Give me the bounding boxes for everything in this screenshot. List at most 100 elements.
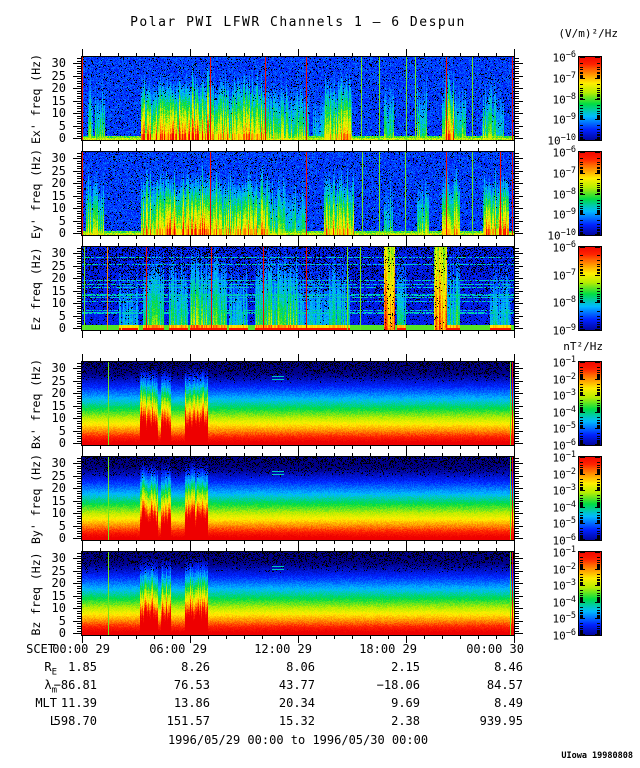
eph-value: 84.57 [486,678,523,692]
freq-tick-label: 20 [51,81,66,95]
eph-value: 1.85 [68,660,97,674]
cb-tick-label: 10−2 [552,561,577,577]
cb-tick-label: 10−9 [552,323,577,338]
cb-tick-label: 10−6 [552,145,577,160]
cb-tick-label: 10−1 [552,450,577,465]
cb-tick-label: 10−7 [552,267,577,283]
cb-tick-label: 10−5 [552,516,577,532]
freq-tick-label: 30 [51,361,66,375]
credit-label: UIowa 19980808 [561,751,633,761]
scet-tick-label: 00:00 29 [52,642,110,656]
eph-value: 15.32 [278,714,315,728]
cb-tick-label: 10−2 [552,466,577,482]
freq-tick-label: 30 [51,56,66,70]
cb-tick-label: 10−6 [552,240,577,255]
cb-tick-label: 10−5 [552,421,577,437]
freq-tick-label: 10 [51,106,66,120]
cb-tick-label: 10−9 [552,207,577,222]
eph-value: 20.34 [278,696,315,710]
cb-tick-label: 10−3 [552,578,577,593]
cb-tick-label: 10−5 [552,611,577,627]
cb-tick-label: 10−10 [547,133,576,148]
eph-value: 9.69 [391,696,420,710]
freq-tick-label: 10 [51,506,66,520]
eph-value: 8.49 [494,696,523,710]
freq-tick-label: 5 [58,613,66,628]
eph-value: 8.46 [494,660,523,674]
cb-tick-label: 10−10 [547,228,576,243]
freq-tick-label: 25 [51,373,66,388]
eph-row-label: MLT [35,696,57,710]
eph-value: 43.77 [278,678,315,692]
eph-value: 8.06 [286,660,315,674]
freq-tick-label: 5 [58,118,66,133]
scet-label: SCET [26,642,55,656]
freq-tick-label: 15 [51,93,66,108]
freq-tick-label: 10 [51,201,66,215]
freq-tick-label: 25 [51,468,66,483]
freq-tick-label: 30 [51,551,66,565]
eph-value: −18.06 [376,678,420,692]
eph-value: 8.26 [181,660,210,674]
freq-tick-label: 0 [58,626,66,640]
eph-value: 11.39 [60,696,97,710]
cb-tick-label: 10−1 [552,355,577,370]
cb-tick-label: 10−8 [552,91,577,107]
eph-row-label: λm [44,678,57,696]
cb-tick-label: 10−6 [552,50,577,65]
freq-tick-label: 20 [51,386,66,400]
freq-tick-label: 15 [51,493,66,508]
freq-tick-label: 5 [58,518,66,533]
freq-tick-label: 20 [51,176,66,190]
cb-tick-label: 10−9 [552,112,577,127]
eph-value: 151.57 [166,714,210,728]
freq-tick-label: 30 [51,151,66,165]
cb-tick-label: 10−8 [552,295,577,310]
cb-tick-label: 10−4 [552,594,577,610]
freq-tick-label: 15 [51,188,66,203]
freq-tick-label: 25 [51,68,66,83]
cb-tick-label: 10−6 [552,533,577,548]
freq-tick-label: 0 [58,321,66,335]
date-range-label: 1996/05/29 00:00 to 1996/05/30 00:00 [167,733,429,747]
cb-tick-label: 10−7 [552,70,577,86]
cb-tick-label: 10−7 [552,165,577,181]
freq-tick-label: 0 [58,531,66,545]
scet-tick-label: 18:00 29 [359,642,417,656]
scet-tick-label: 06:00 29 [149,642,207,656]
cb-tick-label: 10−3 [552,388,577,403]
eph-value: 2.15 [391,660,420,674]
cb-tick-label: 10−4 [552,404,577,420]
freq-tick-label: 0 [58,436,66,450]
freq-tick-label: 15 [51,283,66,298]
freq-tick-label: 5 [58,213,66,228]
freq-tick-label: 5 [58,423,66,438]
eph-value: 2.38 [391,714,420,728]
eph-value: 76.53 [173,678,210,692]
eph-value: 939.95 [479,714,523,728]
freq-tick-label: 0 [58,131,66,145]
freq-tick-label: 15 [51,398,66,413]
cb-tick-label: 10−4 [552,499,577,515]
freq-tick-label: 25 [51,258,66,273]
cb-tick-label: 10−6 [552,438,577,453]
freq-tick-label: 10 [51,411,66,425]
eph-row-label: L [49,714,57,728]
cb-tick-label: 10−2 [552,371,577,387]
eph-value: 13.86 [173,696,210,710]
page-title: Polar PWI LFWR Channels 1 — 6 Despun [130,15,466,30]
freq-tick-label: 5 [58,308,66,323]
freq-tick-label: 0 [58,226,66,240]
cb-tick-label: 10−6 [552,628,577,643]
e-colorbar-unit-label: (V/m)²/Hz [558,27,618,40]
freq-tick-label: 30 [51,246,66,260]
eph-value: 598.70 [53,714,97,728]
cb-tick-label: 10−8 [552,186,577,202]
freq-tick-label: 20 [51,576,66,590]
freq-tick-label: 15 [51,588,66,603]
freq-tick-label: 10 [51,601,66,615]
freq-tick-label: 30 [51,456,66,470]
freq-tick-label: 25 [51,563,66,578]
